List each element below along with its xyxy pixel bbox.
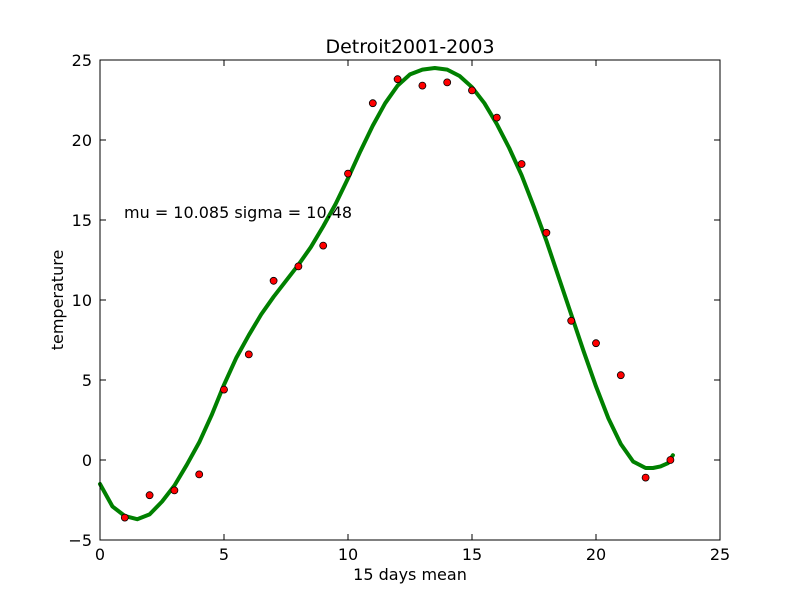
data-point bbox=[319, 241, 328, 250]
y-axis-label: temperature bbox=[48, 250, 67, 351]
data-points-layer bbox=[120, 75, 675, 522]
plot-frame bbox=[99, 59, 721, 541]
data-point bbox=[170, 486, 179, 495]
data-point bbox=[517, 160, 526, 168]
y-tick-label: −5 bbox=[68, 531, 92, 550]
data-point bbox=[592, 339, 600, 348]
plot-area bbox=[100, 60, 720, 540]
y-tick-label: 0 bbox=[82, 451, 92, 470]
data-point bbox=[269, 276, 278, 285]
data-point bbox=[145, 491, 154, 500]
stats-annotation: mu = 10.085 sigma = 10.48 bbox=[124, 203, 352, 222]
data-point bbox=[220, 385, 228, 394]
data-point bbox=[542, 228, 551, 237]
data-point bbox=[666, 456, 675, 464]
x-tick-label: 20 bbox=[586, 545, 606, 564]
y-tick-label: 25 bbox=[72, 51, 92, 70]
y-tick-label: 10 bbox=[72, 291, 92, 310]
data-point bbox=[443, 78, 452, 87]
data-point bbox=[120, 513, 129, 522]
x-tick-label: 0 bbox=[95, 545, 105, 564]
y-tick-label: 5 bbox=[82, 371, 92, 390]
x-tick-label: 5 bbox=[219, 545, 229, 564]
data-point bbox=[641, 473, 650, 482]
x-tick-label: 10 bbox=[338, 545, 358, 564]
data-point bbox=[294, 262, 303, 271]
data-point bbox=[616, 371, 625, 380]
y-tick-label: 20 bbox=[72, 131, 92, 150]
y-tick-label: 15 bbox=[72, 211, 92, 230]
x-tick-label: 15 bbox=[462, 545, 482, 564]
data-point bbox=[368, 99, 377, 108]
data-point bbox=[567, 316, 576, 325]
data-point bbox=[492, 113, 501, 122]
x-tick-label: 25 bbox=[710, 545, 730, 564]
data-point bbox=[468, 86, 476, 95]
fit-curve bbox=[98, 66, 675, 522]
fit-curve-layer bbox=[98, 66, 675, 522]
chart-title: Detroit2001-2003 bbox=[325, 36, 494, 58]
x-axis-label: 15 days mean bbox=[353, 565, 467, 584]
data-point bbox=[344, 169, 352, 178]
data-point bbox=[418, 81, 427, 90]
data-point bbox=[244, 350, 253, 359]
data-point bbox=[195, 470, 204, 479]
data-point bbox=[393, 75, 402, 84]
